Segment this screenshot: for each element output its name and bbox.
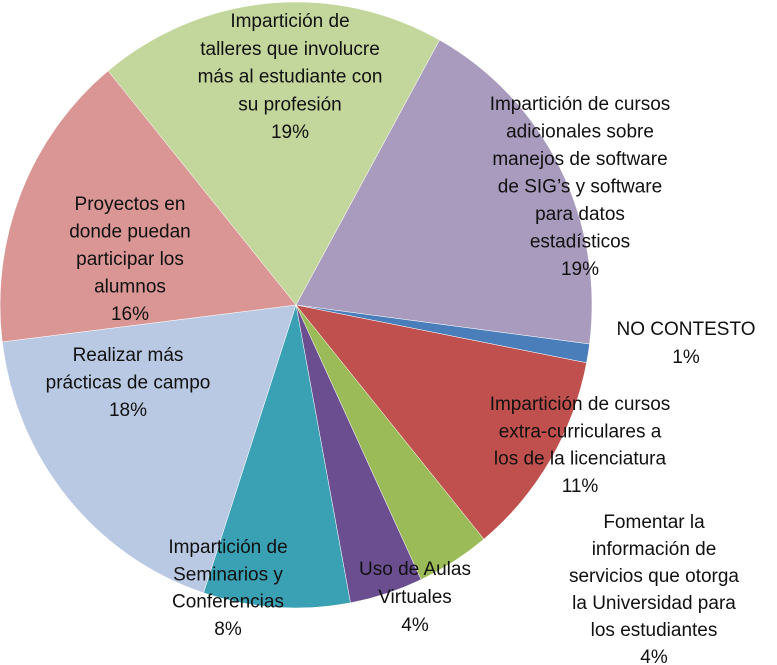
slice-label: Fomentar la información de servicios que o… bbox=[569, 512, 739, 641]
label-line: su profesión bbox=[238, 94, 342, 115]
label-line: manejos de software bbox=[492, 149, 667, 170]
label-line: de SIG’s y software bbox=[498, 177, 662, 198]
label-line: participar los bbox=[76, 249, 184, 270]
value-label: 19% bbox=[271, 122, 309, 143]
label-line: donde puedan bbox=[69, 222, 191, 243]
label-line: Impartición de cursos bbox=[490, 394, 671, 415]
slice-label: Impartición de talleres que involucre más … bbox=[198, 11, 383, 115]
value-label: 16% bbox=[111, 304, 149, 325]
label-line: Virtuales bbox=[378, 587, 452, 608]
value-label: 1% bbox=[672, 347, 700, 368]
value-label: 18% bbox=[109, 400, 147, 421]
label-line: para datos bbox=[535, 204, 625, 225]
label-line: Proyectos en bbox=[75, 194, 186, 215]
value-label: 4% bbox=[401, 615, 429, 636]
label-line: la Universidad para bbox=[572, 593, 736, 614]
pie-slice bbox=[295, 304, 587, 540]
slice-label: Impartición de cursos extra-curriculares … bbox=[490, 394, 671, 470]
slice-label: NO CONTESTO bbox=[617, 319, 756, 340]
label-line: Impartición de cursos bbox=[490, 94, 671, 115]
label-line: prácticas de campo bbox=[46, 373, 211, 394]
pie-slice bbox=[107, 1, 440, 306]
pie-slice bbox=[1, 304, 297, 594]
label-line: NO CONTESTO bbox=[617, 319, 756, 340]
slice-label: Uso de Aulas Virtuales bbox=[359, 559, 471, 608]
label-line: los estudiantes bbox=[591, 620, 718, 641]
label-line: Impartición de bbox=[230, 11, 349, 32]
label-line: información de bbox=[592, 539, 717, 560]
pie-slice bbox=[0, 70, 297, 343]
label-line: Conferencias bbox=[172, 592, 284, 613]
label-line: los de la licenciatura bbox=[494, 449, 667, 470]
pie-slice bbox=[203, 304, 351, 609]
label-line: Impartición de bbox=[168, 537, 287, 558]
label-line: alumnos bbox=[94, 277, 166, 298]
value-label: 4% bbox=[640, 647, 668, 665]
pie-slice bbox=[295, 39, 593, 345]
value-label: 8% bbox=[214, 619, 242, 640]
slice-label: Proyectos en donde puedan participar los al… bbox=[69, 194, 191, 298]
label-line: estadísticos bbox=[530, 232, 630, 253]
label-line: adicionales sobre bbox=[506, 122, 654, 143]
label-line: Seminarios y bbox=[173, 564, 283, 585]
label-line: más al estudiante con bbox=[198, 67, 383, 88]
slice-label: Impartición de cursos adicionales sobre ma… bbox=[490, 94, 671, 253]
label-line: Uso de Aulas bbox=[359, 559, 471, 580]
value-label: 11% bbox=[562, 476, 599, 497]
label-line: servicios que otorga bbox=[569, 566, 739, 587]
slice-label: Realizar más prácticas de campo bbox=[46, 345, 211, 394]
slice-label: Impartición de Seminarios y Conferencias bbox=[168, 537, 287, 613]
label-line: extra-curriculares a bbox=[499, 421, 662, 442]
value-label: 19% bbox=[561, 259, 599, 280]
label-line: talleres que involucre bbox=[200, 39, 380, 60]
label-line: Realizar más bbox=[73, 345, 184, 366]
label-line: Fomentar la bbox=[603, 512, 705, 533]
